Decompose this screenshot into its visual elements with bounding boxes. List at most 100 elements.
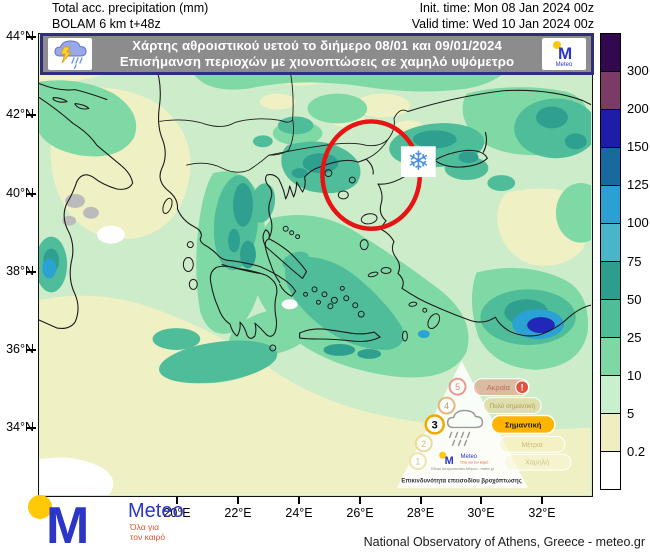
colorbar-segment	[601, 72, 620, 110]
snowfall-marker: ❄	[400, 146, 436, 177]
pyramid-logo-org: Εθνικό Αστεροσκοπείο Αθηνών - meteo.gr	[431, 467, 495, 471]
hazard-num-3: 3	[432, 419, 438, 431]
lon-tick-label: 26°E	[346, 506, 374, 520]
product-title: Total acc. precipitation (mm)	[52, 1, 209, 15]
credit-text: National Observatory of Athens, Greece -…	[363, 535, 645, 549]
pyramid-meteo-logo: M Meteo Όλα για τον καιρό Εθνικό Αστεροσ…	[431, 451, 495, 471]
lon-tick-label: 32°E	[528, 506, 556, 520]
colorbar-wrap: 300 200 150 125 100 75 50 25 10 5 0.2	[600, 33, 650, 490]
header-left: Total acc. precipitation (mm) BOLAM 6 km…	[52, 0, 208, 32]
hazard-pill-4	[482, 397, 542, 415]
colorbar-segments	[600, 33, 621, 490]
banner-text: Χάρτης αθροιστικού υετού το διήμερο 08/0…	[98, 38, 536, 71]
hazard-circle-3-active	[424, 414, 445, 435]
lat-tick-mark	[27, 427, 36, 429]
lon-tick-label: 30°E	[467, 506, 495, 520]
exclamation-icon	[515, 380, 530, 395]
lat-tick-label: 34°N	[6, 420, 34, 434]
lon-tick-mark	[298, 497, 300, 504]
colorbar-segment	[601, 34, 620, 72]
lat-tick-mark	[27, 36, 36, 38]
colorbar-segment	[601, 376, 620, 414]
map-canvas: ❄ Ακραία ! 5 Πολύ σημαντική 4 Σημαντική …	[39, 34, 591, 495]
meteo-logo-m: M	[46, 497, 89, 549]
pyramid-logo-name: Meteo	[461, 454, 478, 460]
storm-cloud-icon	[48, 38, 92, 70]
hazard-label-2: Μέτρια	[522, 441, 543, 449]
colorbar-value: 0.2	[627, 443, 646, 459]
islands	[162, 169, 441, 352]
banner-meteo-logo: M Meteo	[542, 38, 586, 70]
pyramid-caption-bar	[402, 474, 521, 487]
colorbar-segment	[601, 414, 620, 452]
svg-text:M: M	[558, 44, 572, 63]
hazard-num-1: 1	[415, 457, 420, 467]
hazard-label-1: Χαμηλή	[525, 460, 549, 467]
lat-tick-label: 38°N	[6, 263, 34, 278]
colorbar-value: 75	[627, 253, 642, 269]
colorbar-segment	[601, 224, 620, 262]
precipitation-map: ❄ Ακραία ! 5 Πολύ σημαντική 4 Σημαντική …	[38, 33, 593, 497]
colorbar-value: 300	[627, 63, 649, 79]
hazard-pill-1	[503, 453, 572, 471]
lon-tick-mark	[359, 497, 361, 504]
hazard-num-4: 4	[444, 401, 449, 411]
lon-tick-mark	[480, 497, 482, 504]
model-run-label: BOLAM 6 km t+48z	[52, 17, 161, 31]
lon-tick-mark	[237, 497, 239, 504]
meteo-logo-tagline-1: Όλα για	[129, 522, 159, 532]
lat-tick-mark	[27, 270, 36, 273]
colorbar-segment	[601, 452, 620, 489]
colorbar-segment	[601, 338, 620, 376]
coastlines	[39, 61, 591, 343]
hazard-circle-2	[414, 434, 433, 453]
colorbar-value: 25	[627, 329, 642, 345]
rain-cloud-icon	[446, 409, 484, 447]
meteo-logo-dot	[28, 495, 52, 519]
precip-layer-100-150mm	[42, 258, 564, 340]
lon-tick-mark	[541, 497, 543, 504]
hazard-label-3: Σημαντική	[505, 420, 542, 429]
hazard-label-5: Ακραία	[487, 383, 511, 392]
pyramid-logo-m: M	[445, 455, 454, 467]
hazard-circle-1	[408, 452, 427, 471]
colorbar-value: 10	[627, 367, 642, 383]
colorbar-value: 50	[627, 291, 642, 307]
banner-logo-label: Meteo	[556, 62, 573, 68]
banner-line-1: Χάρτης αθροιστικού υετού το διήμερο 08/0…	[132, 37, 502, 53]
colorbar-value: 5	[627, 405, 635, 421]
lat-tick-mark	[27, 192, 36, 195]
hazard-pill-2	[498, 435, 566, 453]
colorbar-segment	[601, 186, 620, 224]
snowflake-icon: ❄	[407, 146, 429, 177]
hazard-circle-4	[437, 396, 456, 415]
colorbar-segment	[601, 110, 620, 148]
meteo-logo-name: Meteo	[128, 500, 184, 522]
header-right: Init. time: Mon 08 Jan 2024 00z Valid ti…	[412, 0, 594, 32]
lon-tick-label: 24°E	[285, 506, 313, 520]
colorbar-value: 150	[627, 139, 649, 155]
lon-tick-label: 28°E	[406, 506, 435, 520]
lat-tick-label: 40°N	[6, 185, 34, 200]
hazard-num-5: 5	[455, 382, 460, 392]
meteo-logo-tagline-2: τον καιρό	[130, 532, 165, 542]
valid-time-label: Valid time: Wed 10 Jan 2024 00z	[411, 17, 594, 31]
lat-tick-label: 36°N	[6, 342, 34, 356]
pyramid-caption: Επικινδυνότητα επεισοδίου βροχόπτωσης	[401, 479, 521, 485]
lat-tick-label: 44°N	[6, 29, 34, 43]
init-time-label: Init. time: Mon 08 Jan 2024 00z	[419, 1, 594, 15]
hazard-label-4: Πολύ σημαντική	[489, 402, 535, 410]
lon-tick-mark	[419, 497, 422, 504]
lon-tick-mark	[176, 497, 178, 504]
pyramid-triangle	[396, 360, 529, 489]
lat-tick-mark	[27, 114, 36, 116]
hazard-circle-5	[448, 377, 467, 396]
colorbar-segment	[601, 148, 620, 186]
lon-tick-label: 20°E	[163, 506, 191, 520]
pyramid-logo-tagline: Όλα για τον καιρό	[460, 461, 489, 465]
colorbar-value: 200	[627, 101, 649, 117]
hazard-num-2: 2	[421, 439, 426, 449]
footer-meteo-logo: M Meteo Όλα για τον καιρό	[26, 493, 206, 555]
banner-line-2: Επισήμανση περιοχών με χιονοπτώσεις σε χ…	[119, 54, 515, 69]
